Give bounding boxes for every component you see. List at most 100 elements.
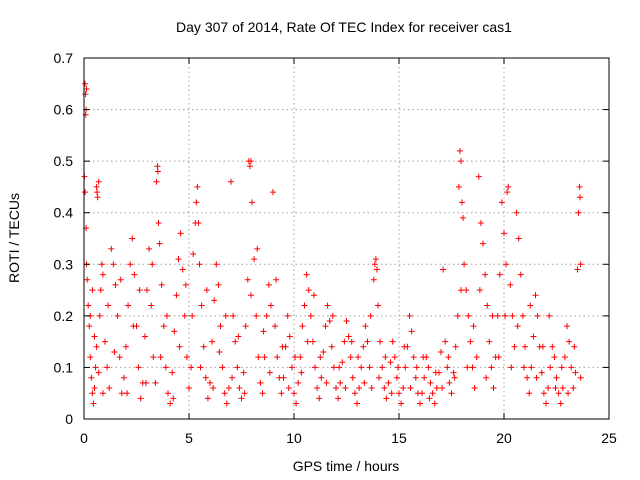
data-point bbox=[533, 374, 540, 381]
data-point bbox=[552, 385, 559, 392]
data-point bbox=[538, 369, 545, 376]
data-point bbox=[125, 302, 132, 309]
data-point bbox=[505, 183, 512, 190]
data-point bbox=[464, 364, 471, 371]
data-point bbox=[310, 292, 317, 299]
data-point bbox=[94, 189, 101, 196]
data-point bbox=[150, 354, 157, 361]
x-tick-label: 25 bbox=[601, 430, 617, 446]
data-point bbox=[445, 354, 452, 361]
data-point bbox=[91, 385, 98, 392]
data-point bbox=[167, 400, 174, 407]
data-point bbox=[92, 364, 99, 371]
data-point bbox=[154, 168, 161, 175]
x-tick-label: 5 bbox=[185, 430, 193, 446]
data-point bbox=[209, 338, 216, 345]
data-point bbox=[244, 276, 251, 283]
data-point bbox=[211, 297, 218, 304]
data-point bbox=[348, 338, 355, 345]
data-point bbox=[318, 374, 325, 381]
data-point bbox=[333, 385, 339, 392]
data-point bbox=[575, 209, 582, 216]
data-point bbox=[265, 281, 272, 288]
data-point bbox=[371, 261, 378, 268]
data-point bbox=[431, 400, 438, 407]
y-tick-label: 0.4 bbox=[54, 205, 74, 221]
data-point bbox=[135, 364, 142, 371]
x-axis-label: GPS time / hours bbox=[293, 458, 400, 474]
data-point bbox=[301, 302, 308, 309]
data-point bbox=[260, 328, 267, 335]
data-point bbox=[98, 261, 105, 268]
data-point bbox=[278, 390, 285, 397]
data-point bbox=[420, 354, 427, 361]
data-point bbox=[526, 390, 533, 397]
data-point bbox=[465, 312, 472, 319]
axis-ticks bbox=[83, 57, 610, 420]
data-point bbox=[372, 256, 379, 263]
data-point bbox=[326, 318, 333, 325]
data-point bbox=[528, 364, 535, 371]
data-point bbox=[165, 390, 171, 397]
data-point bbox=[498, 199, 505, 206]
data-point bbox=[312, 364, 318, 371]
data-point bbox=[130, 323, 137, 330]
data-point bbox=[111, 348, 118, 355]
data-point bbox=[293, 400, 300, 407]
data-point bbox=[236, 385, 243, 392]
data-point bbox=[129, 235, 136, 242]
data-point bbox=[273, 276, 280, 283]
data-point bbox=[118, 390, 125, 397]
data-point bbox=[181, 312, 188, 319]
data-point bbox=[272, 323, 279, 330]
data-point bbox=[417, 400, 423, 407]
data-point bbox=[358, 364, 365, 371]
data-point bbox=[336, 364, 343, 371]
y-tick-label: 0.2 bbox=[54, 308, 74, 324]
data-point bbox=[95, 369, 102, 376]
data-point bbox=[457, 158, 464, 165]
data-point bbox=[574, 266, 581, 273]
data-point bbox=[240, 369, 247, 376]
data-point bbox=[329, 312, 336, 319]
data-point bbox=[195, 220, 202, 227]
data-point bbox=[99, 390, 106, 397]
data-point bbox=[576, 183, 583, 190]
data-point bbox=[467, 338, 474, 345]
data-point bbox=[270, 189, 276, 196]
data-point bbox=[190, 250, 197, 257]
data-point bbox=[469, 364, 476, 371]
data-point bbox=[246, 163, 253, 170]
data-point bbox=[514, 323, 521, 330]
data-points bbox=[81, 80, 584, 407]
data-point bbox=[401, 343, 408, 350]
data-point bbox=[105, 302, 112, 309]
data-point bbox=[561, 354, 568, 361]
data-point bbox=[534, 312, 541, 319]
data-point bbox=[155, 220, 162, 227]
y-tick-label: 0.6 bbox=[54, 102, 74, 118]
data-point bbox=[513, 209, 520, 216]
data-point bbox=[328, 343, 335, 350]
data-point bbox=[355, 354, 362, 361]
data-point bbox=[210, 385, 217, 392]
data-point bbox=[547, 364, 554, 371]
data-point bbox=[412, 374, 419, 381]
x-tick-labels: 0 5 10 15 20 25 bbox=[80, 430, 617, 446]
data-point bbox=[419, 390, 426, 397]
data-point bbox=[425, 364, 432, 371]
data-point bbox=[96, 312, 103, 319]
y-tick-labels: 0 0.1 0.2 0.3 0.4 0.5 0.6 0.7 bbox=[54, 50, 74, 427]
data-point bbox=[175, 256, 182, 263]
data-point bbox=[285, 385, 292, 392]
data-point bbox=[515, 235, 522, 242]
data-point bbox=[213, 261, 220, 268]
data-point bbox=[368, 385, 375, 392]
data-point bbox=[309, 338, 316, 345]
data-point bbox=[360, 343, 367, 350]
data-point bbox=[427, 379, 434, 386]
x-tick-label: 20 bbox=[496, 430, 512, 446]
y-tick-label: 0.7 bbox=[54, 50, 74, 66]
data-point bbox=[455, 183, 462, 190]
y-axis-label: ROTI / TECUs bbox=[6, 193, 22, 283]
